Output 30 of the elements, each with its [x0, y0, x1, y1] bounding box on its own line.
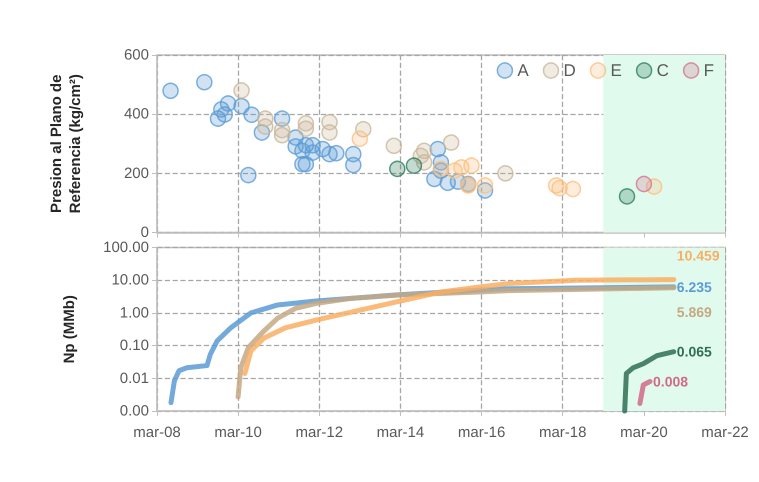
x-tick-label: mar-14: [376, 424, 424, 441]
y-tick-label: 1.00: [120, 304, 149, 322]
y-tick-label: 600: [124, 46, 149, 64]
data-label: 0.065: [676, 344, 712, 360]
y-axis-title: Presion al Plano de Referencia (kg/cm²): [48, 74, 84, 214]
y-tick-label: 0.00: [120, 402, 149, 420]
y-tick-label: 400: [124, 106, 149, 123]
y-axis-title: Np (MMb): [61, 295, 78, 364]
legend-label: F: [704, 61, 714, 80]
data-label: 5.869: [676, 304, 712, 320]
legend-label: E: [610, 61, 622, 80]
y-tick-label: 200: [124, 164, 149, 182]
y-tick-label: 0.10: [120, 337, 149, 354]
x-tick-label: mar-18: [538, 424, 586, 441]
x-tick-label: mar-08: [133, 424, 181, 441]
x-tick-label: mar-22: [701, 424, 749, 441]
x-tick-label: mar-16: [458, 424, 506, 441]
x-tick-label: mar-10: [214, 424, 262, 441]
data-label: 6.235: [676, 278, 712, 295]
y-tick-label: 0: [140, 224, 149, 241]
x-tick-label: mar-20: [620, 424, 668, 441]
y-tick-label: 10.00: [111, 272, 149, 289]
data-label: 0.008: [653, 373, 688, 390]
legend-label: D: [563, 61, 576, 80]
x-tick-label: mar-12: [296, 424, 344, 441]
data-label: 10.459: [676, 248, 720, 264]
legend-label: C: [656, 61, 669, 80]
y-tick-label: 100.00: [103, 239, 149, 256]
legend-label: A: [517, 61, 530, 80]
y-tick-label: 0.01: [120, 370, 149, 387]
